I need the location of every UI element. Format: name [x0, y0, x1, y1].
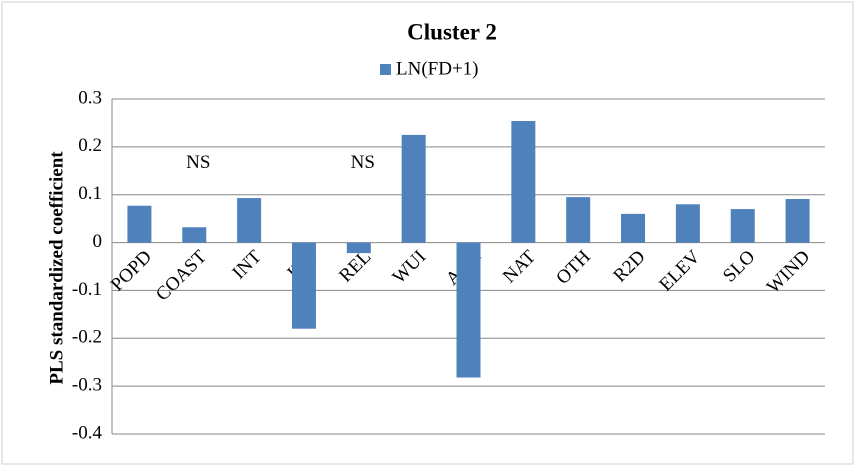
y-tick-label: -0.3	[72, 375, 102, 396]
y-tick-label: 0	[93, 231, 103, 252]
bar	[401, 134, 426, 243]
annotation: NS	[351, 152, 375, 173]
annotation: NS	[186, 152, 210, 173]
bar	[675, 204, 700, 243]
bar	[621, 213, 646, 243]
bar	[346, 242, 371, 254]
legend-label: LN(FD+1)	[396, 58, 479, 79]
chart-title: Cluster 2	[407, 19, 497, 44]
y-tick-label: -0.1	[72, 279, 102, 300]
y-tick-label: -0.2	[72, 327, 102, 348]
bar	[182, 227, 207, 243]
bar	[456, 242, 481, 378]
y-axis-label: PLS standardized coefficient	[46, 151, 67, 385]
bar	[237, 198, 262, 243]
y-tick-label: 0.2	[78, 135, 102, 156]
bar	[730, 209, 755, 243]
bar	[566, 197, 591, 243]
bar	[127, 205, 152, 243]
y-tick-label: 0.3	[78, 87, 102, 108]
y-tick-label: 0.1	[78, 183, 102, 204]
bar	[511, 121, 536, 243]
bar	[785, 199, 810, 243]
legend-swatch	[380, 64, 391, 75]
y-tick-label: -0.4	[72, 422, 103, 443]
bar	[291, 242, 316, 329]
